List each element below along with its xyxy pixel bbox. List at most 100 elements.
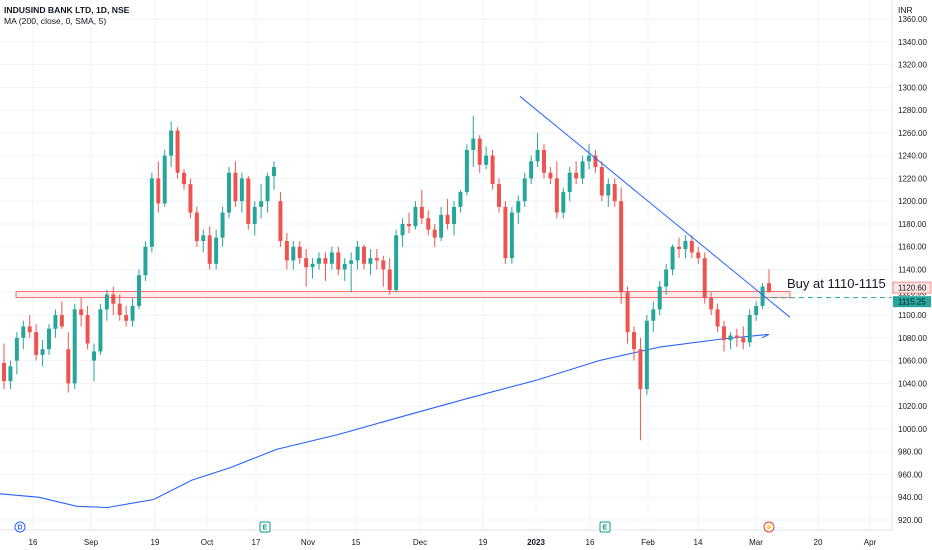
y-tick-label: 960.00 bbox=[898, 470, 923, 479]
candle-body bbox=[246, 178, 251, 224]
candle bbox=[14, 332, 19, 375]
candle bbox=[265, 172, 270, 213]
candle-body bbox=[117, 303, 122, 316]
candle-body bbox=[381, 260, 386, 270]
candle bbox=[175, 127, 180, 179]
candle bbox=[767, 269, 771, 293]
event-label: ⚡ bbox=[765, 523, 774, 532]
candle bbox=[355, 241, 360, 270]
candle bbox=[227, 167, 231, 219]
candle-body bbox=[432, 229, 437, 238]
candle bbox=[426, 210, 431, 236]
candle bbox=[34, 324, 39, 361]
candle bbox=[445, 198, 450, 230]
candle-body bbox=[503, 206, 508, 259]
candle-body bbox=[400, 223, 405, 236]
candle bbox=[651, 301, 656, 333]
candle-body bbox=[464, 149, 469, 193]
candle-body bbox=[104, 294, 109, 310]
candle-body bbox=[111, 294, 116, 304]
ma-200-line bbox=[0, 333, 769, 509]
candle bbox=[728, 332, 733, 350]
candle-body bbox=[310, 263, 315, 268]
candle bbox=[188, 178, 193, 219]
candle bbox=[606, 178, 611, 207]
candle-body bbox=[477, 138, 482, 165]
candle bbox=[760, 283, 765, 310]
candle-body bbox=[471, 138, 476, 150]
candle-body bbox=[252, 206, 257, 224]
trendline-layer bbox=[519, 96, 892, 339]
candle bbox=[580, 155, 585, 185]
event-marker: ⚡ bbox=[763, 521, 775, 533]
candle-body bbox=[644, 320, 649, 390]
candle bbox=[458, 189, 463, 213]
candle-body bbox=[124, 315, 129, 321]
candle bbox=[542, 144, 546, 179]
candle bbox=[2, 343, 6, 390]
candle bbox=[394, 229, 399, 293]
candle bbox=[368, 249, 373, 276]
time-axis[interactable]: 16 Sep 19 Oct 17 Nov 15 Dec 19 2023 16 Feb 14 Mar 20 Ap… bbox=[0, 529, 892, 547]
candle bbox=[252, 201, 257, 236]
candle-body bbox=[317, 258, 321, 264]
candle-body bbox=[509, 212, 514, 259]
candle-body bbox=[490, 155, 495, 185]
y-tick-label: 1280.00 bbox=[898, 106, 927, 115]
candle-body bbox=[767, 283, 771, 293]
candle-body bbox=[182, 172, 186, 185]
candle bbox=[59, 301, 64, 329]
event-marker: D bbox=[14, 521, 26, 533]
candle bbox=[638, 337, 643, 441]
candle bbox=[92, 343, 96, 382]
x-tick-label: 19 bbox=[151, 538, 160, 547]
candle bbox=[239, 172, 244, 213]
candle bbox=[702, 252, 707, 304]
candle-body bbox=[407, 223, 411, 227]
candle bbox=[336, 246, 341, 276]
candle bbox=[593, 149, 598, 173]
price-axis[interactable]: 920.00 940.00 960.00 980.00 1000.00 1020.00 10… bbox=[891, 0, 927, 530]
x-tick-label: Nov bbox=[301, 538, 315, 547]
y-tick-label: 1260.00 bbox=[898, 129, 927, 138]
candle-body bbox=[632, 332, 636, 350]
candle bbox=[709, 292, 714, 316]
candle-body bbox=[651, 309, 656, 321]
candle-body bbox=[394, 235, 399, 290]
candle-body bbox=[194, 212, 199, 242]
candle bbox=[162, 149, 167, 207]
candle-body bbox=[2, 362, 6, 382]
candle bbox=[587, 144, 591, 170]
candle bbox=[156, 161, 161, 213]
candle-body bbox=[59, 315, 64, 327]
price-tag-bg bbox=[893, 296, 931, 308]
x-tick-label: Apr bbox=[864, 538, 877, 547]
candle bbox=[149, 172, 154, 253]
candle-body bbox=[156, 178, 161, 204]
symbol-title: INDUSIND BANK LTD, 1D, NSE bbox=[4, 5, 130, 15]
candle bbox=[387, 258, 392, 295]
candle bbox=[207, 226, 212, 270]
candle-body bbox=[439, 214, 444, 238]
candle bbox=[98, 303, 103, 355]
candle-body bbox=[169, 130, 174, 156]
candle bbox=[554, 161, 559, 219]
candle-body bbox=[728, 335, 733, 341]
candle-body bbox=[336, 252, 341, 270]
y-tick-label: 1220.00 bbox=[898, 174, 927, 183]
candle bbox=[85, 305, 90, 350]
candle-body bbox=[625, 292, 630, 333]
candle-body bbox=[548, 172, 553, 179]
y-tick-label: 920.00 bbox=[898, 516, 923, 525]
candle bbox=[599, 161, 604, 202]
candle-body bbox=[516, 201, 521, 213]
candle-body bbox=[21, 326, 26, 338]
candle bbox=[497, 178, 501, 213]
candle-body bbox=[137, 275, 141, 306]
y-tick-label: 1000.00 bbox=[898, 425, 927, 434]
candle-body bbox=[329, 252, 334, 264]
candle-body bbox=[657, 286, 662, 310]
candle bbox=[194, 206, 199, 247]
event-circle bbox=[14, 521, 26, 533]
